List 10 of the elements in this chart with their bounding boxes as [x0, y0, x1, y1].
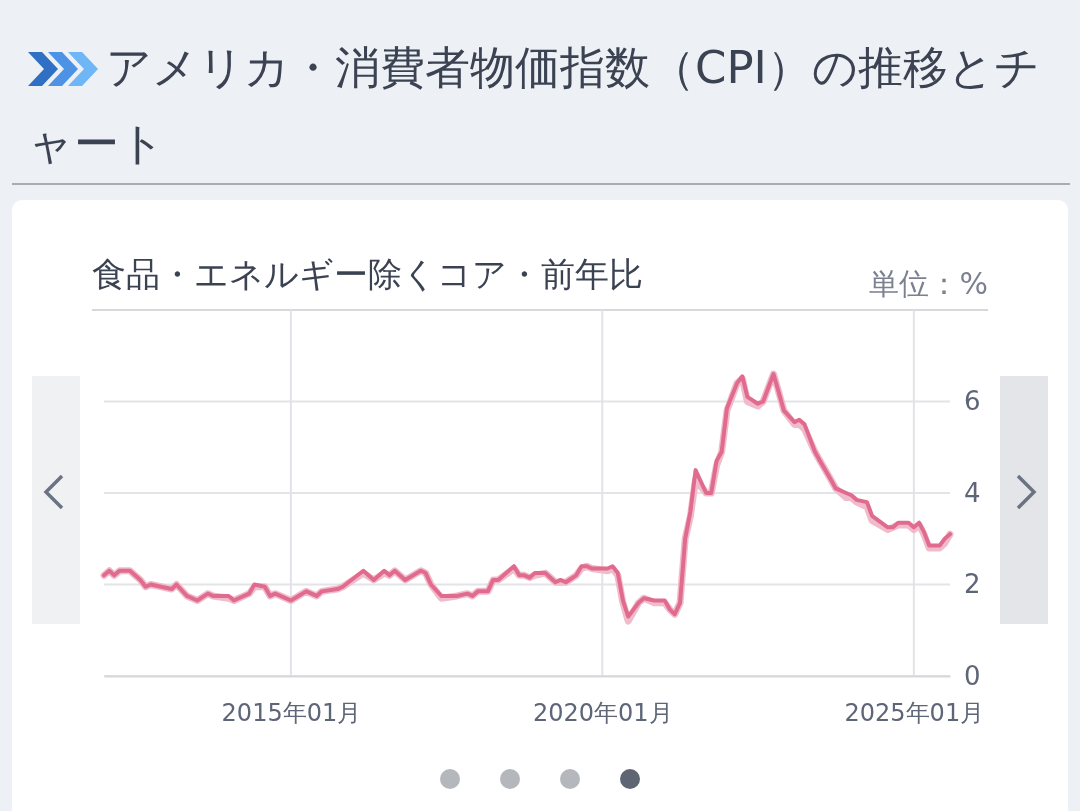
chart-subtitle: 食品・エネルギー除くコア・前年比	[92, 254, 643, 294]
x-tick-label: 2015年01月	[221, 699, 362, 728]
y-tick-label: 0	[964, 660, 981, 691]
chart-title: アメリカ・消費者物価指数（CPI）の推移とチャート	[28, 40, 1041, 172]
x-tick-label: 2020年01月	[532, 699, 673, 728]
y-tick-label: 6	[964, 386, 981, 417]
y-tick-label: 4	[964, 477, 981, 508]
x-tick-label: 2025年01月	[844, 699, 985, 728]
y-axis-title: 単位：%	[869, 266, 988, 301]
y-tick-label: 2	[964, 569, 981, 600]
